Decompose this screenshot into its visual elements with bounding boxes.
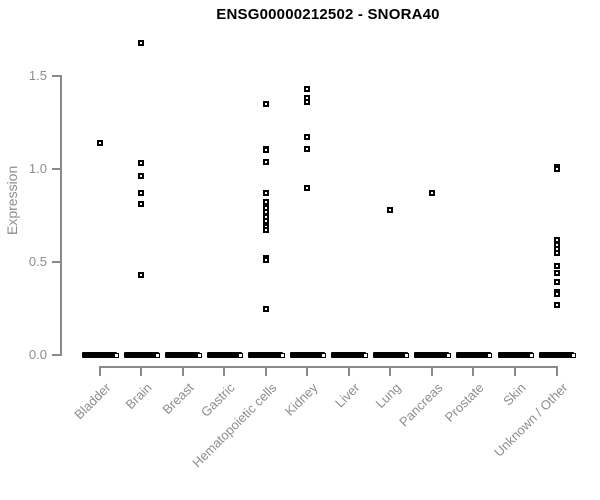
data-point [362, 352, 368, 358]
y-axis-tick [52, 75, 61, 77]
data-point [113, 352, 119, 358]
y-axis-line [60, 75, 62, 356]
data-point [138, 39, 145, 46]
y-axis-tick-label: 0.0 [28, 347, 47, 362]
data-point [238, 352, 244, 358]
data-point [553, 166, 560, 172]
zero-expression-cluster [165, 352, 201, 358]
zero-expression-cluster [331, 352, 367, 358]
zero-expression-cluster [206, 352, 242, 358]
x-axis-tick [347, 366, 350, 376]
y-axis-tick [52, 168, 61, 170]
data-point [428, 190, 435, 197]
x-axis-tick [223, 366, 226, 376]
data-point [155, 352, 161, 358]
x-axis-tick [264, 366, 267, 376]
x-axis-tick [389, 366, 392, 376]
zero-expression-cluster [455, 352, 491, 358]
x-axis-tick [181, 366, 184, 376]
x-axis-tick [472, 366, 475, 376]
data-point [553, 301, 560, 308]
data-point [262, 257, 269, 264]
zero-expression-cluster [372, 352, 408, 358]
data-point [553, 290, 560, 297]
y-axis-tick [52, 354, 61, 356]
data-point [529, 352, 534, 358]
data-point [570, 352, 576, 358]
data-point [445, 352, 451, 358]
data-point [138, 173, 145, 180]
data-point [304, 86, 311, 93]
data-point [304, 145, 311, 152]
data-point [262, 158, 269, 165]
data-point [553, 236, 560, 243]
data-point [304, 99, 311, 106]
x-axis-tick [98, 366, 101, 376]
y-axis-tick [52, 261, 61, 263]
zero-expression-cluster [248, 352, 284, 358]
data-point [487, 352, 493, 358]
x-axis-line [99, 366, 558, 368]
y-axis-tick-label: 1.5 [28, 68, 47, 83]
data-point [262, 190, 269, 197]
x-axis-tick [306, 366, 309, 376]
data-point [404, 352, 410, 358]
data-point [279, 352, 285, 358]
zero-expression-cluster [414, 352, 450, 358]
data-point [262, 199, 269, 206]
data-point [138, 201, 145, 208]
data-point [553, 249, 560, 256]
data-point [553, 279, 560, 286]
x-axis-tick [555, 366, 558, 376]
data-point [321, 352, 327, 358]
zero-expression-cluster [82, 352, 117, 358]
data-point [138, 160, 145, 167]
zero-expression-cluster [497, 352, 533, 358]
data-point [262, 208, 269, 215]
zero-expression-cluster [289, 352, 325, 358]
data-point [138, 272, 145, 279]
data-point [262, 227, 269, 234]
data-point [262, 218, 269, 225]
data-point [553, 262, 560, 269]
data-point [262, 100, 269, 107]
x-axis-tick [430, 366, 433, 376]
data-point [196, 352, 202, 358]
data-point [262, 305, 269, 312]
x-axis-tick [140, 366, 143, 376]
zero-expression-cluster [123, 352, 159, 358]
data-point [138, 190, 145, 197]
data-point [96, 139, 103, 146]
y-axis-tick-label: 0.5 [28, 254, 47, 269]
data-point [304, 184, 311, 191]
y-axis-tick-label: 1.0 [28, 161, 47, 176]
x-axis-tick [514, 366, 516, 376]
data-point [553, 270, 560, 277]
zero-expression-cluster [539, 352, 575, 358]
data-point [262, 147, 269, 154]
data-point [304, 134, 311, 141]
chart-title: ENSG00000212502 - SNORA40 [216, 6, 440, 23]
data-point [387, 206, 394, 213]
